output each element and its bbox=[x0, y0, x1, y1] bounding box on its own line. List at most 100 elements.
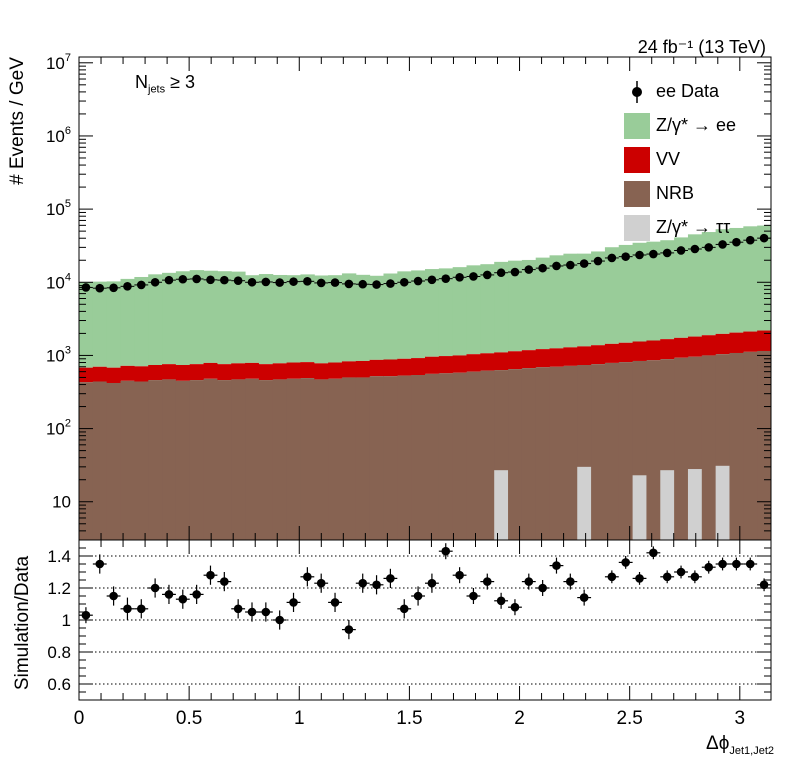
zee-bar bbox=[92, 281, 108, 367]
nrb-bar bbox=[175, 380, 191, 540]
zee-bar bbox=[563, 253, 578, 348]
zee-bar bbox=[660, 240, 675, 340]
data-point bbox=[732, 237, 741, 247]
vv-bar bbox=[383, 359, 398, 377]
ratio-point bbox=[538, 583, 547, 593]
nrb-bar bbox=[604, 362, 620, 540]
nrb-bar bbox=[646, 360, 661, 540]
vv-bar bbox=[604, 343, 620, 363]
zee-bar bbox=[383, 273, 398, 360]
zee-bar bbox=[591, 251, 606, 346]
vv-bar bbox=[660, 339, 675, 360]
ratio-point bbox=[275, 615, 284, 625]
zee-bar bbox=[189, 270, 205, 365]
ratio-point bbox=[455, 570, 464, 580]
data-point bbox=[358, 279, 368, 289]
vv-bar bbox=[217, 364, 232, 381]
legend-entry-nrb: NRB bbox=[624, 177, 784, 211]
zee-bar bbox=[618, 244, 634, 343]
x-tick-label: 2 bbox=[514, 708, 525, 729]
ratio-point bbox=[358, 578, 368, 588]
nrb-bar bbox=[92, 381, 108, 540]
data-point bbox=[427, 275, 437, 285]
ratio-point bbox=[109, 591, 118, 601]
data-point bbox=[635, 250, 644, 260]
data-point bbox=[496, 268, 506, 278]
luminosity-label: 24 fb⁻¹ (13 TeV) bbox=[637, 37, 766, 57]
ratio-point bbox=[178, 594, 188, 604]
ratio-point bbox=[261, 607, 271, 617]
zee-bar bbox=[369, 275, 384, 360]
vv-bar bbox=[687, 336, 703, 357]
data-point bbox=[482, 270, 492, 280]
data-point bbox=[372, 280, 381, 289]
vv-bar bbox=[535, 349, 551, 368]
ratio-point bbox=[441, 546, 451, 556]
ratio-point bbox=[81, 610, 91, 620]
nrb-bar bbox=[535, 367, 551, 540]
vv-bar bbox=[341, 361, 357, 378]
vv-bar bbox=[134, 366, 149, 382]
nrb-bar bbox=[480, 370, 495, 540]
nrb-bar bbox=[549, 366, 564, 540]
ratio-point bbox=[164, 590, 174, 599]
x-tick-label: 1.5 bbox=[396, 708, 422, 729]
nrb-bar bbox=[148, 380, 163, 540]
vv-bar bbox=[245, 362, 260, 379]
y-tick-label: 104 bbox=[46, 271, 71, 292]
data-point bbox=[662, 248, 672, 258]
vv-bar bbox=[120, 365, 135, 381]
data-point bbox=[206, 275, 215, 285]
vv-bar bbox=[452, 355, 468, 373]
ratio-point bbox=[759, 580, 769, 590]
nrb-bar bbox=[272, 379, 288, 540]
y-tick-label: 106 bbox=[46, 125, 71, 146]
nrb-bar bbox=[231, 379, 246, 540]
vv-bar bbox=[508, 351, 523, 370]
nrb-bar bbox=[397, 375, 412, 540]
vv-bar bbox=[466, 354, 481, 372]
ratio-point bbox=[718, 559, 727, 569]
data-point bbox=[441, 274, 451, 283]
data-point bbox=[399, 277, 409, 287]
zee-bar bbox=[466, 265, 481, 355]
data-point bbox=[344, 279, 354, 289]
x-tick-label: 1 bbox=[294, 708, 305, 729]
ratio-point bbox=[745, 559, 755, 569]
y-tick-label: 103 bbox=[46, 344, 71, 365]
data-point bbox=[123, 282, 132, 291]
zee-bar bbox=[480, 264, 495, 354]
vv-bar bbox=[314, 363, 329, 380]
data-point bbox=[220, 275, 229, 285]
y-tick-label: 107 bbox=[46, 52, 71, 73]
vv-bar bbox=[328, 362, 343, 379]
vv-bar bbox=[411, 358, 426, 376]
vv-bar bbox=[438, 356, 454, 374]
zee-bar bbox=[286, 275, 301, 363]
vv-bar bbox=[494, 352, 509, 371]
legend-entry-ztautau: Z/γ* → ττ bbox=[624, 211, 784, 245]
ratio-point bbox=[510, 602, 520, 612]
ratio-point bbox=[206, 570, 215, 580]
data-point bbox=[510, 267, 520, 277]
vv-bar bbox=[369, 359, 384, 377]
top-histogram-stack bbox=[79, 225, 772, 540]
legend-swatch bbox=[624, 181, 650, 207]
data-point bbox=[455, 272, 464, 282]
x-axis-label: ΔϕJet1,Jet2 bbox=[706, 733, 774, 757]
ratio-axes: 0.6 0.8 1 1.2 1.4 0 0.5 1 1.5 2 2.5 3 bbox=[47, 539, 772, 729]
ratio-point bbox=[344, 625, 354, 634]
zee-bar bbox=[411, 270, 426, 359]
data-point bbox=[261, 277, 271, 287]
ratio-point bbox=[95, 559, 105, 569]
nrb-bar bbox=[314, 379, 329, 540]
zee-bar bbox=[521, 259, 537, 351]
data-point bbox=[330, 278, 340, 287]
zee-bar bbox=[258, 274, 274, 365]
data-point bbox=[704, 243, 714, 252]
nrb-bar bbox=[258, 380, 274, 540]
ratio-point bbox=[233, 604, 243, 614]
zee-bar bbox=[79, 282, 94, 368]
zee-bar bbox=[425, 269, 440, 357]
